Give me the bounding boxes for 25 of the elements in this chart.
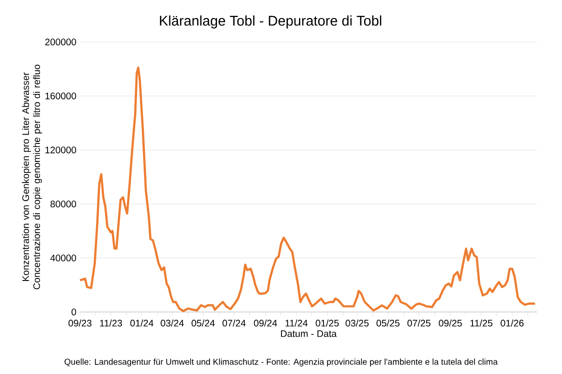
- x-tick-label: 05/25: [376, 320, 400, 326]
- x-tick-label: 07/25: [407, 320, 430, 326]
- x-tick-label: 07/24: [222, 320, 246, 326]
- y-tick-label: 80000: [50, 200, 76, 208]
- x-tick-label: 09/25: [438, 320, 462, 326]
- x-tick-label: 01/25: [316, 320, 339, 326]
- y-axis-title: Konzentration von Genkopien pro Liter Abwasser Concentrazione di copie genomiche per litro di refluo: [22, 64, 42, 290]
- x-tick-label: 03/25: [346, 320, 369, 326]
- x-tick-label: 09/23: [68, 320, 92, 326]
- x-tick-label: 03/24: [160, 320, 184, 326]
- source-note: Quelle: Landesagentur für Umwelt und Klimaschutz - Fonte: Agenzia provinciale per l'ambiente e la tutela del clima: [64, 358, 498, 366]
- x-tick-label: 01/26: [500, 320, 524, 326]
- chart-title: Kläranlage Tobl - Depuratore di Tobl: [160, 15, 382, 28]
- x-tick-label: 09/24: [254, 320, 278, 326]
- y-tick-label: 120000: [45, 146, 76, 154]
- y-tick-label: 0: [72, 308, 76, 316]
- x-tick-label: 11/25: [470, 320, 492, 326]
- x-axis-title: Datum - Data: [281, 330, 337, 337]
- y-tick-label: 160000: [45, 92, 76, 100]
- y-tick-label: 200000: [45, 38, 76, 46]
- x-tick-label: 11/24: [286, 320, 308, 326]
- x-tick-label: 11/23: [100, 320, 122, 326]
- x-tick-label: 05/24: [192, 320, 215, 326]
- x-tick-label: 01/24: [130, 320, 154, 326]
- y-tick-label: 40000: [50, 254, 76, 262]
